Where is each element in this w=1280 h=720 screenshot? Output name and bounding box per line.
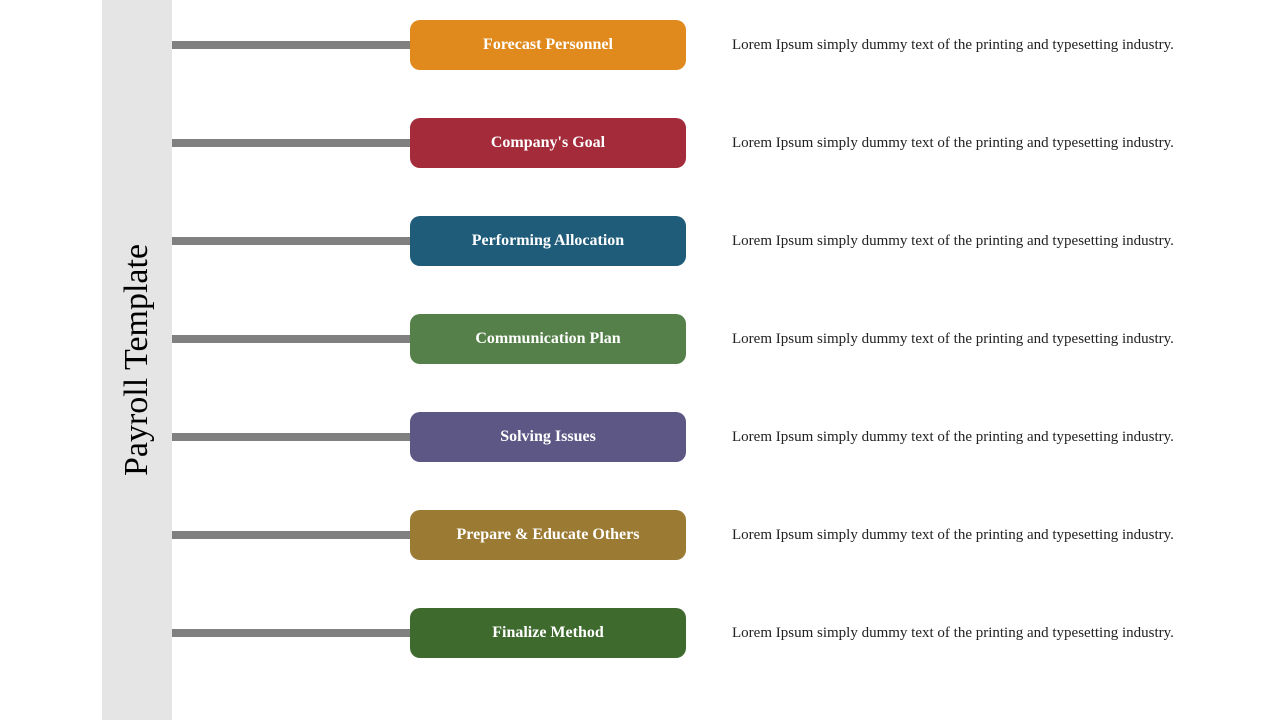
item-description: Lorem Ipsum simply dummy text of the pri… xyxy=(732,525,1252,546)
pill-prepare-educate-others: Prepare & Educate Others xyxy=(410,510,686,560)
pill-communication-plan: Communication Plan xyxy=(410,314,686,364)
pill-label: Communication Plan xyxy=(475,330,620,348)
connector-line xyxy=(172,139,410,147)
item-description: Lorem Ipsum simply dummy text of the pri… xyxy=(732,35,1252,56)
page-title: Payroll Template xyxy=(118,244,156,476)
item-description: Lorem Ipsum simply dummy text of the pri… xyxy=(732,623,1252,644)
pill-label: Prepare & Educate Others xyxy=(457,526,640,544)
item-description: Lorem Ipsum simply dummy text of the pri… xyxy=(732,231,1252,252)
pill-label: Company's Goal xyxy=(491,134,605,152)
connector-line xyxy=(172,531,410,539)
item-description: Lorem Ipsum simply dummy text of the pri… xyxy=(732,427,1252,448)
sidebar-column: Payroll Template xyxy=(102,0,172,720)
connector-line xyxy=(172,335,410,343)
pill-forecast-personnel: Forecast Personnel xyxy=(410,20,686,70)
item-description: Lorem Ipsum simply dummy text of the pri… xyxy=(732,329,1252,350)
list-item: Communication Plan Lorem Ipsum simply du… xyxy=(172,314,1252,364)
rows-container: Forecast Personnel Lorem Ipsum simply du… xyxy=(172,20,1252,706)
list-item: Performing Allocation Lorem Ipsum simply… xyxy=(172,216,1252,266)
pill-label: Solving Issues xyxy=(500,428,596,446)
connector-line xyxy=(172,41,410,49)
list-item: Forecast Personnel Lorem Ipsum simply du… xyxy=(172,20,1252,70)
pill-label: Forecast Personnel xyxy=(483,36,613,54)
connector-line xyxy=(172,629,410,637)
pill-performing-allocation: Performing Allocation xyxy=(410,216,686,266)
list-item: Finalize Method Lorem Ipsum simply dummy… xyxy=(172,608,1252,658)
pill-finalize-method: Finalize Method xyxy=(410,608,686,658)
item-description: Lorem Ipsum simply dummy text of the pri… xyxy=(732,133,1252,154)
list-item: Solving Issues Lorem Ipsum simply dummy … xyxy=(172,412,1252,462)
pill-companys-goal: Company's Goal xyxy=(410,118,686,168)
pill-label: Performing Allocation xyxy=(472,232,624,250)
connector-line xyxy=(172,237,410,245)
list-item: Prepare & Educate Others Lorem Ipsum sim… xyxy=(172,510,1252,560)
pill-label: Finalize Method xyxy=(492,624,604,642)
pill-solving-issues: Solving Issues xyxy=(410,412,686,462)
connector-line xyxy=(172,433,410,441)
list-item: Company's Goal Lorem Ipsum simply dummy … xyxy=(172,118,1252,168)
